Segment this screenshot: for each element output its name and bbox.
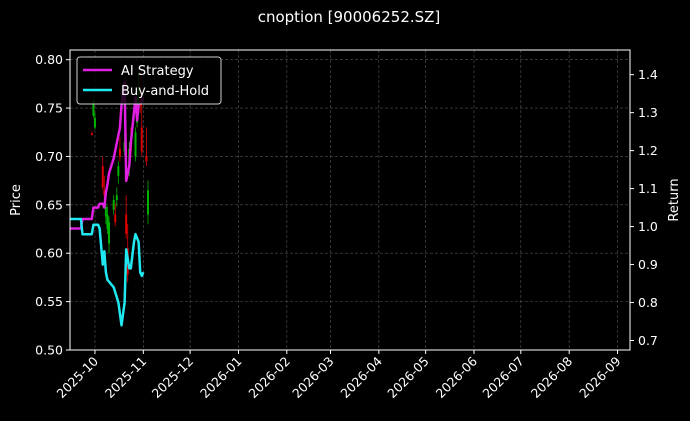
candle-body	[107, 222, 110, 244]
legend: AI Strategy Buy-and-Hold	[76, 56, 222, 105]
candle-body	[114, 214, 117, 223]
strategy-line	[70, 81, 145, 230]
y-tick-label: 0.55	[35, 294, 63, 309]
candle-body	[117, 166, 120, 176]
y-tick-label: 0.75	[35, 101, 63, 116]
candle-body	[93, 117, 96, 128]
return-lines	[70, 81, 145, 327]
candle-body	[115, 195, 118, 200]
legend-box	[76, 56, 222, 105]
candle-body	[134, 132, 137, 157]
candle-body	[90, 133, 93, 136]
legend-label-buyhold: Buy-and-Hold	[121, 84, 209, 99]
y2-axis-label: Return	[667, 178, 682, 221]
legend-label-strategy: AI Strategy	[121, 64, 194, 79]
y2-tick-label: 1.1	[638, 181, 658, 196]
candle-body	[101, 166, 104, 188]
candle-body	[104, 206, 107, 217]
candle-body	[103, 190, 106, 196]
candle-body	[112, 200, 115, 210]
y-tick-label: 0.60	[35, 246, 63, 261]
y2-tick-label: 1.0	[638, 219, 658, 234]
candle-body	[106, 214, 109, 230]
y2-tick-label: 1.2	[638, 143, 658, 158]
y2-tick-label: 0.9	[638, 257, 658, 272]
y-tick-label: 0.70	[35, 149, 63, 164]
y-axis-left: 0.50 0.55 0.60 0.65 0.70 0.75 0.80	[35, 52, 70, 358]
y2-tick-label: 0.8	[638, 295, 658, 310]
buy-and-hold-line	[70, 217, 145, 327]
y-tick-label: 0.80	[35, 52, 63, 67]
y2-tick-label: 0.7	[638, 333, 658, 348]
y-tick-label: 0.50	[35, 343, 63, 358]
chart-title: cnoption [90006252.SZ]	[258, 8, 441, 26]
candle-body	[118, 148, 121, 157]
plot-frame	[69, 49, 631, 351]
y-tick-label: 0.65	[35, 197, 63, 212]
candle-body	[145, 156, 148, 162]
candle-body	[92, 101, 95, 116]
candle-body	[140, 127, 143, 152]
candle-body	[125, 214, 128, 234]
y-axis-label: Price	[9, 184, 24, 216]
y-axis-right: 0.7 0.8 0.9 1.0 1.1 1.2 1.3 1.4	[630, 67, 658, 348]
grid-lines	[70, 50, 630, 351]
y2-tick-label: 1.4	[638, 67, 658, 82]
candle-body	[146, 190, 149, 215]
y2-tick-label: 1.3	[638, 105, 658, 120]
